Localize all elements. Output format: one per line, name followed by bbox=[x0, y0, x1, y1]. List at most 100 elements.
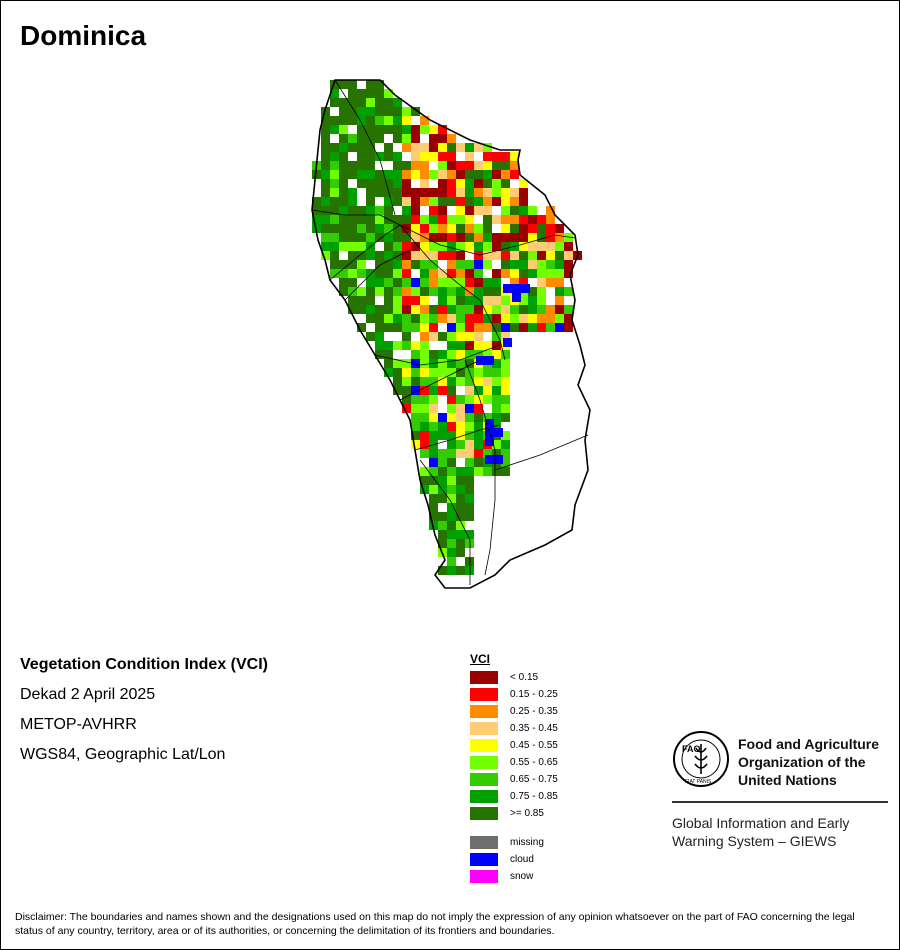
vci-pixel-cloud bbox=[494, 428, 503, 437]
vci-pixel bbox=[348, 215, 357, 224]
vci-pixel bbox=[429, 224, 438, 233]
vci-pixel bbox=[564, 242, 573, 251]
vci-pixel bbox=[366, 287, 375, 296]
vci-pixel bbox=[366, 278, 375, 287]
vci-pixel bbox=[384, 305, 393, 314]
vci-pixel bbox=[429, 350, 438, 359]
vci-pixel bbox=[483, 323, 492, 332]
vci-pixel bbox=[456, 305, 465, 314]
vci-pixel bbox=[447, 413, 456, 422]
vci-pixel bbox=[465, 539, 474, 548]
vci-pixel bbox=[411, 224, 420, 233]
vci-pixel bbox=[366, 134, 375, 143]
vci-pixel bbox=[402, 395, 411, 404]
vci-pixel bbox=[429, 386, 438, 395]
vci-pixel bbox=[438, 377, 447, 386]
vci-pixel bbox=[465, 530, 474, 539]
vci-pixel bbox=[447, 260, 456, 269]
vci-pixel bbox=[492, 251, 501, 260]
vci-pixel bbox=[357, 251, 366, 260]
vci-pixel bbox=[465, 449, 474, 458]
vci-pixel bbox=[339, 188, 348, 197]
vci-pixel bbox=[357, 323, 366, 332]
vci-pixel bbox=[357, 134, 366, 143]
vci-pixel bbox=[420, 143, 429, 152]
vci-pixel bbox=[438, 494, 447, 503]
vci-pixel bbox=[402, 386, 411, 395]
logo-motto: FIAT PANIS bbox=[685, 779, 712, 785]
vci-pixel bbox=[447, 494, 456, 503]
vci-pixel bbox=[519, 206, 528, 215]
vci-pixel bbox=[375, 350, 384, 359]
vci-pixel bbox=[528, 224, 537, 233]
legend-label: cloud bbox=[510, 854, 534, 865]
vci-pixel bbox=[411, 233, 420, 242]
vci-pixel bbox=[492, 341, 501, 350]
vci-pixel bbox=[465, 296, 474, 305]
vci-pixel bbox=[339, 161, 348, 170]
vci-pixel bbox=[483, 242, 492, 251]
vci-pixel bbox=[537, 296, 546, 305]
vci-pixel bbox=[420, 467, 429, 476]
vci-pixel bbox=[474, 440, 483, 449]
vci-pixel bbox=[474, 161, 483, 170]
vci-pixel bbox=[384, 107, 393, 116]
vci-pixel bbox=[483, 224, 492, 233]
vci-pixel bbox=[447, 314, 456, 323]
vci-pixel bbox=[375, 134, 384, 143]
vci-pixel bbox=[546, 323, 555, 332]
vci-pixel bbox=[474, 296, 483, 305]
vci-pixel bbox=[339, 143, 348, 152]
vci-pixel bbox=[330, 242, 339, 251]
vci-pixel bbox=[465, 476, 474, 485]
vci-pixel bbox=[456, 224, 465, 233]
vci-pixel bbox=[519, 233, 528, 242]
vci-pixel bbox=[375, 341, 384, 350]
vci-pixel bbox=[375, 179, 384, 188]
vci-pixel bbox=[402, 179, 411, 188]
vci-pixel bbox=[438, 269, 447, 278]
vci-pixel bbox=[492, 350, 501, 359]
vci-pixel bbox=[465, 143, 474, 152]
vci-pixel bbox=[429, 332, 438, 341]
vci-pixel bbox=[429, 323, 438, 332]
vci-pixel bbox=[375, 269, 384, 278]
vci-pixel bbox=[420, 224, 429, 233]
vci-pixel bbox=[384, 296, 393, 305]
vci-pixel bbox=[501, 197, 510, 206]
vci-pixel bbox=[420, 296, 429, 305]
vci-pixel bbox=[447, 476, 456, 485]
giews-line: Warning System – GIEWS bbox=[672, 833, 837, 849]
vci-pixel bbox=[492, 404, 501, 413]
vci-pixel bbox=[393, 251, 402, 260]
vci-pixel bbox=[429, 314, 438, 323]
vci-pixel bbox=[438, 251, 447, 260]
vci-pixel bbox=[474, 323, 483, 332]
vci-pixel bbox=[420, 341, 429, 350]
vci-pixel bbox=[384, 260, 393, 269]
vci-pixel bbox=[429, 143, 438, 152]
vci-pixel bbox=[330, 260, 339, 269]
vci-pixel bbox=[420, 359, 429, 368]
vci-pixel bbox=[456, 287, 465, 296]
vci-pixel bbox=[438, 134, 447, 143]
vci-pixel bbox=[501, 215, 510, 224]
vci-pixel bbox=[330, 215, 339, 224]
legend-item: 0.55 - 0.65 bbox=[470, 756, 558, 769]
vci-pixel bbox=[429, 305, 438, 314]
vci-pixel bbox=[447, 548, 456, 557]
vci-pixel bbox=[456, 359, 465, 368]
vci-pixel bbox=[465, 395, 474, 404]
vci-pixel bbox=[447, 323, 456, 332]
vci-pixel bbox=[465, 314, 474, 323]
vci-pixel bbox=[402, 404, 411, 413]
vci-pixel bbox=[429, 251, 438, 260]
vci-pixel bbox=[546, 206, 555, 215]
vci-pixel bbox=[438, 143, 447, 152]
vci-pixel bbox=[357, 224, 366, 233]
vci-pixel bbox=[348, 233, 357, 242]
vci-pixel bbox=[393, 152, 402, 161]
vci-pixel bbox=[420, 323, 429, 332]
legend-label: < 0.15 bbox=[510, 672, 539, 683]
vci-pixel bbox=[474, 170, 483, 179]
